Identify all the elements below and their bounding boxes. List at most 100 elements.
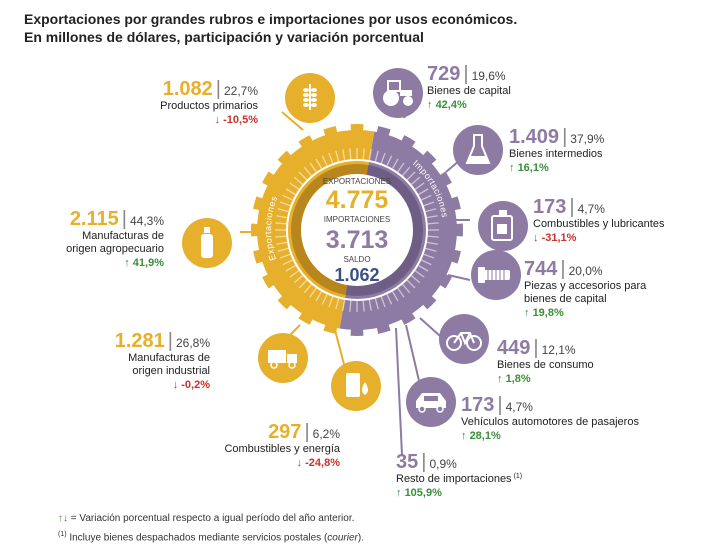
item-value: 1.082 <box>163 78 213 100</box>
export-item-variation: ↑ 41,9% <box>124 257 164 269</box>
up-arrow: ↑ <box>524 307 533 319</box>
item-share: 22,7% <box>224 84 258 98</box>
ring-tick <box>423 201 435 207</box>
gear-tooth <box>277 150 292 165</box>
legend-variation-text: = Variación porcentual respecto a igual … <box>70 513 355 524</box>
ring-tick <box>275 235 287 238</box>
ring-tick <box>279 253 291 259</box>
ring-tick <box>285 264 296 272</box>
import-item-variation: ↑ 105,9% <box>396 487 442 499</box>
ring-tick <box>368 149 372 161</box>
bicycle-icon <box>446 332 482 351</box>
tractor-icon <box>383 80 413 106</box>
gear-tooth <box>455 223 463 237</box>
imports-total-label: IMPORTACIONES <box>324 215 390 224</box>
import-item-header: 1.409 | 37,9% <box>509 126 605 148</box>
balance-value: 1.062 <box>334 265 379 285</box>
item-separator: | <box>122 208 127 230</box>
export-item-variation: ↓ -0,2% <box>173 379 211 391</box>
ring-tick <box>335 150 340 162</box>
gear-tooth <box>262 274 275 289</box>
item-separator: | <box>463 63 468 85</box>
ring-tick <box>342 149 346 161</box>
exports-inner-band <box>291 164 369 295</box>
ring-tick <box>279 201 291 207</box>
ring-tick <box>397 162 405 173</box>
ring-tick <box>380 296 386 308</box>
gear-tooth <box>250 223 259 237</box>
up-arrow: ↑ <box>461 430 470 442</box>
ring-tick <box>426 215 438 219</box>
leader-line <box>334 329 346 369</box>
ring-tick <box>414 270 425 278</box>
import-item-variation: ↑ 1,8% <box>497 373 531 385</box>
ring-tick <box>426 241 438 245</box>
up-arrow: ↑ <box>124 257 133 269</box>
ring-tick <box>298 279 308 289</box>
gear-tooth <box>262 171 275 186</box>
ring-tick <box>362 300 365 312</box>
truck-icon <box>268 350 297 369</box>
export-item-label: origen industrial <box>132 365 210 377</box>
item-separator: | <box>216 78 221 100</box>
import-item-header: 173 | 4,7% <box>533 196 605 218</box>
ring-tick <box>414 182 425 190</box>
ring-tick <box>418 264 429 272</box>
item-share: 20,0% <box>569 264 603 278</box>
wheat-icon <box>303 84 317 110</box>
variation-value: 1,8% <box>506 373 531 385</box>
import-item-3: 173 | 4,7% Combustibles y lubricantes ↓ -31,… <box>478 196 665 251</box>
export-item-label: Productos primarios <box>160 100 258 112</box>
item-separator: | <box>168 330 173 352</box>
ring-tick <box>277 208 289 213</box>
import-item-header: 35 | 0,9% <box>396 451 457 473</box>
import-item-label: Bienes de consumo <box>497 359 594 371</box>
ring-tick <box>277 247 289 252</box>
item-separator: | <box>533 337 538 359</box>
category-items: 1.082 | 22,7%Productos primarios↓ -10,5%2.… <box>66 63 665 499</box>
ring-tick <box>349 300 352 312</box>
leader-line <box>405 324 421 386</box>
down-arrow: ↓ <box>173 379 182 391</box>
export-item-1: 1.082 | 22,7% Productos primarios ↓ -10,5% <box>160 73 335 126</box>
ring-tick <box>321 155 328 166</box>
item-separator: | <box>421 451 426 473</box>
jerrycan-icon <box>491 210 513 241</box>
item-value: 744 <box>524 258 558 280</box>
down-arrow: ↓ <box>215 114 224 126</box>
item-value: 1.281 <box>115 330 165 352</box>
export-item-header: 1.281 | 26,8% <box>115 330 211 352</box>
gear-tooth <box>450 249 461 264</box>
import-item-variation: ↑ 42,4% <box>427 99 467 111</box>
ring-tick <box>410 176 421 185</box>
export-item-header: 297 | 6,2% <box>268 421 340 443</box>
item-separator: | <box>304 421 309 443</box>
ring-tick <box>328 296 334 308</box>
ring-tick <box>303 166 312 177</box>
item-share: 4,7% <box>506 400 534 414</box>
ring-tick <box>282 194 293 201</box>
ring-tick <box>391 291 399 302</box>
gear-tooth <box>439 274 452 289</box>
exports-total-value: 4.775 <box>326 186 389 214</box>
leader-line <box>419 317 441 337</box>
export-item-variation: ↓ -10,5% <box>215 114 259 126</box>
export-item-label: Manufacturas de <box>82 230 164 242</box>
ring-tick <box>309 162 317 173</box>
import-item-header: 449 | 12,1% <box>497 337 576 359</box>
import-item-header: 173 | 4,7% <box>461 394 533 416</box>
gear-tooth <box>277 295 292 310</box>
gear-tooth <box>422 295 437 310</box>
gear-tooth <box>323 323 338 334</box>
flask-icon <box>465 134 491 164</box>
legend-footnote: (1) Incluye bienes despachados mediante … <box>58 531 364 543</box>
variation-value: 105,9% <box>405 487 443 499</box>
ring-tick <box>386 294 393 305</box>
gear-tooth <box>401 135 416 148</box>
bolt-icon <box>478 267 510 283</box>
ring-tick <box>362 148 365 160</box>
gear-tooth <box>350 328 364 336</box>
gear-tooth <box>376 126 391 137</box>
